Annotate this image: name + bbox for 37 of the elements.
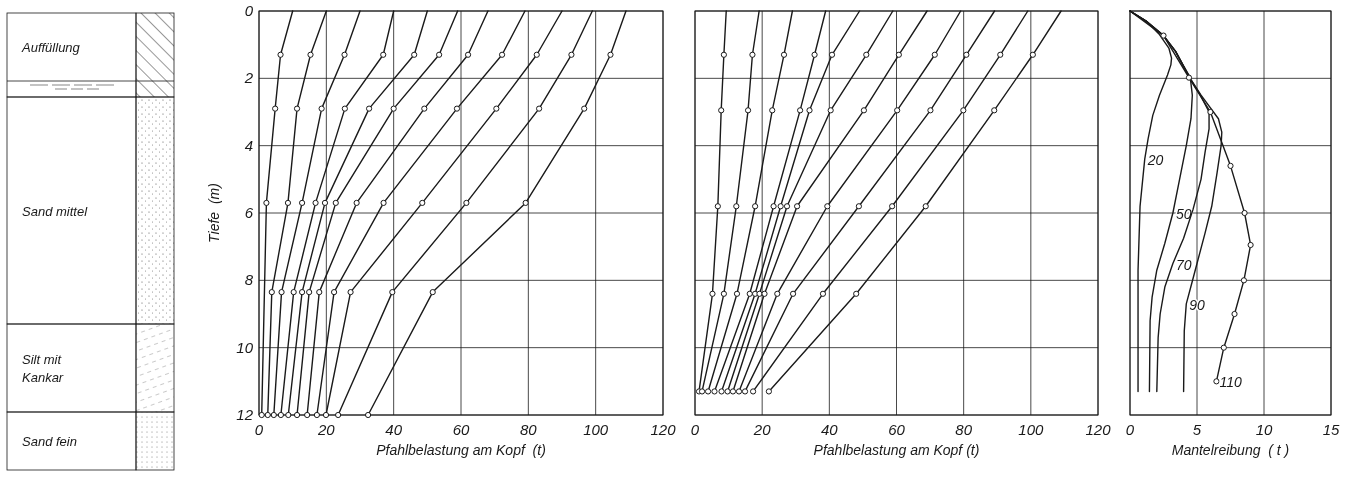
x-tick-label: 120 bbox=[650, 421, 677, 438]
x-axis-title: Mantelreibung ( t ) bbox=[1171, 442, 1290, 458]
y-tick-label: 8 bbox=[244, 271, 254, 289]
y-tick-label: 10 bbox=[236, 338, 254, 356]
x-tick-label: 5 bbox=[1192, 421, 1202, 438]
x-axis-title: Pfahlbelastung am Kopf (t) bbox=[376, 442, 546, 458]
series-label: 110 bbox=[1219, 374, 1242, 391]
y-tick-label: 6 bbox=[244, 204, 254, 221]
x-tick-label: 60 bbox=[888, 421, 906, 438]
x-tick-label: 0 bbox=[1125, 421, 1135, 438]
x-tick-label: 100 bbox=[583, 421, 609, 438]
x-tick-label: 120 bbox=[1085, 421, 1112, 438]
x-tick-label: 15 bbox=[1322, 421, 1340, 438]
text: Sand mittel bbox=[22, 203, 89, 219]
x-tick-label: 80 bbox=[955, 421, 973, 438]
y-tick-label: 12 bbox=[236, 406, 254, 423]
x-tick-label: 80 bbox=[519, 421, 538, 438]
series-label: 90 bbox=[1189, 296, 1206, 313]
x-tick-label: 40 bbox=[385, 421, 403, 438]
y-tick-label: 0 bbox=[244, 2, 254, 19]
y-tick-label: 4 bbox=[244, 136, 253, 154]
text: Silt mit Kankar bbox=[22, 352, 64, 385]
text: Sand fein bbox=[22, 434, 77, 449]
x-tick-label: 100 bbox=[1018, 421, 1044, 438]
y-axis-title: Tiefe (m) bbox=[206, 183, 222, 243]
x-tick-label: 40 bbox=[820, 421, 839, 438]
series-label: 70 bbox=[1175, 256, 1192, 273]
x-tick-label: 20 bbox=[752, 421, 772, 438]
x-tick-label: 10 bbox=[1255, 421, 1273, 438]
series-label: 50 bbox=[1175, 206, 1192, 222]
series-label: 20 bbox=[1146, 152, 1164, 169]
x-tick-label: 0 bbox=[690, 421, 700, 438]
text: Auffüllung bbox=[21, 40, 81, 55]
x-axis-title: Pfahlbelastung am Kopf (t) bbox=[813, 442, 980, 458]
x-tick-label: 60 bbox=[452, 421, 470, 438]
x-tick-label: 20 bbox=[316, 421, 336, 438]
y-tick-label: 2 bbox=[243, 69, 254, 87]
